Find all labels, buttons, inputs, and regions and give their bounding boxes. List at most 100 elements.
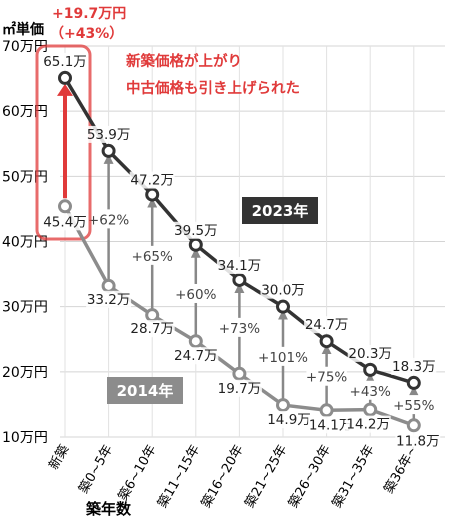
- data-label: 24.7万: [174, 348, 218, 364]
- data-label: 53.9万: [87, 127, 131, 143]
- data-point: [145, 187, 160, 202]
- data-label: 14.1万: [309, 417, 353, 433]
- series-tag-bg: [107, 377, 183, 404]
- data-point: [406, 375, 421, 390]
- data-label-bg: [347, 344, 393, 362]
- data-label-bg: [129, 320, 175, 338]
- data-point: [363, 402, 378, 417]
- data-point: [363, 362, 378, 377]
- data-label-bg: [395, 432, 441, 450]
- data-label: 20.3万: [348, 346, 392, 362]
- data-point: [101, 143, 116, 158]
- x-tick-label: 築31~35年: [330, 443, 378, 511]
- data-label: 34.1万: [218, 258, 262, 274]
- series-tag-bg: [242, 197, 318, 224]
- data-point: [232, 366, 247, 381]
- data-label: 11.8万: [396, 433, 440, 449]
- data-label-bg: [216, 379, 262, 397]
- increase-label: +55%: [393, 398, 434, 414]
- data-point: [276, 398, 290, 413]
- highlight-percent: （+43%）: [50, 26, 123, 42]
- x-tick-label: 築11~15年: [155, 443, 203, 511]
- x-tick-label: 築36年~: [382, 443, 422, 497]
- x-tick-label: 築26~30年: [286, 443, 334, 511]
- series-tag-2014: 2014年: [117, 382, 174, 400]
- highlight-amount: +19.7万円: [52, 6, 126, 22]
- x-axis: 新築 築0~5年 築6~10年築11~15年築16~20年築21~25年築26~30…: [46, 442, 422, 518]
- x-tick-label: 築21~25年: [242, 443, 290, 511]
- highlight-note-line1: 新築価格が上がり: [126, 52, 242, 70]
- x-tick-label: 築6~10年: [116, 443, 160, 504]
- y-tick-label: 40万円: [2, 235, 48, 251]
- y-unit-label: ㎡単価: [2, 21, 44, 38]
- x-tick-label: 築0~5年: [76, 443, 116, 497]
- data-label: 18.3万: [392, 359, 436, 375]
- data-label: 39.5万: [174, 223, 218, 239]
- increase-label-bg: [350, 380, 391, 400]
- data-point: [145, 308, 160, 323]
- increase-label-bg: [393, 395, 434, 415]
- data-point: [232, 272, 247, 287]
- x-tick-label: 新築: [46, 442, 73, 473]
- increase-label-bg: [132, 245, 173, 265]
- increase-label-bg: [258, 346, 308, 366]
- data-label-bg: [308, 416, 354, 434]
- x-tick-label: 築16~20年: [199, 443, 247, 511]
- data-point: [276, 299, 290, 314]
- data-label-bg: [173, 347, 219, 365]
- increase-label: +65%: [132, 249, 173, 265]
- data-label-bg: [345, 415, 391, 433]
- data-label-bg: [304, 316, 350, 334]
- data-label: 19.7万: [218, 381, 262, 397]
- increase-label: +43%: [350, 384, 391, 400]
- increase-label: +75%: [306, 370, 347, 386]
- data-label: 14.2万: [346, 417, 390, 433]
- increase-label-bg: [306, 366, 347, 386]
- data-label-bg: [216, 256, 262, 274]
- data-point: [101, 278, 116, 293]
- highlight-note-line2: 中古価格も引き上げられた: [126, 79, 300, 97]
- increase-label: +73%: [219, 321, 260, 337]
- highlight-arrow-head: [57, 83, 73, 96]
- data-label: 14.9万: [267, 412, 311, 428]
- data-labels: 65.1万 53.9万 47.2万 39.5万 34.1万 30.0万 24.7万 20.3万…: [42, 52, 441, 450]
- increase-label-bg: [88, 209, 129, 229]
- increase-label-bg: [175, 283, 216, 303]
- data-label: 30.0万: [261, 283, 305, 299]
- series-tag-2023: 2023年: [252, 202, 309, 220]
- data-label-bg: [86, 290, 132, 308]
- data-point: [58, 199, 72, 214]
- data-label: 47.2万: [130, 173, 174, 189]
- data-point: [188, 237, 203, 252]
- data-label: 28.7万: [130, 321, 174, 337]
- data-label: 33.2万: [87, 292, 131, 308]
- data-point: [58, 70, 72, 85]
- increase-arrows: +62% +65% +60% +73% +101% +75%+43%+55%: [88, 153, 435, 420]
- y-tick-label: 10万円: [2, 430, 48, 446]
- data-label: 65.1万: [43, 54, 87, 70]
- y-tick-label: 60万円: [2, 104, 48, 120]
- data-label-bg: [129, 171, 175, 189]
- data-point: [188, 334, 203, 349]
- data-point: [319, 403, 334, 418]
- increase-label: +60%: [175, 287, 216, 303]
- data-point: [406, 418, 421, 433]
- increase-label: +101%: [258, 350, 308, 366]
- data-label-bg: [391, 357, 437, 375]
- data-point: [319, 334, 334, 349]
- increase-label: +62%: [88, 212, 129, 228]
- data-label-bg: [42, 213, 88, 231]
- y-tick-label: 30万円: [2, 300, 48, 316]
- data-label: 45.4万: [43, 214, 87, 230]
- x-axis-title: 築年数: [85, 500, 132, 518]
- data-label-bg: [173, 221, 219, 239]
- y-tick-label: 50万円: [2, 169, 48, 185]
- data-label-bg: [266, 411, 312, 429]
- data-label: 24.7万: [305, 317, 349, 333]
- series-tags: 2023年 2014年: [107, 197, 318, 404]
- data-label-bg: [260, 281, 306, 299]
- increase-label-bg: [219, 317, 260, 337]
